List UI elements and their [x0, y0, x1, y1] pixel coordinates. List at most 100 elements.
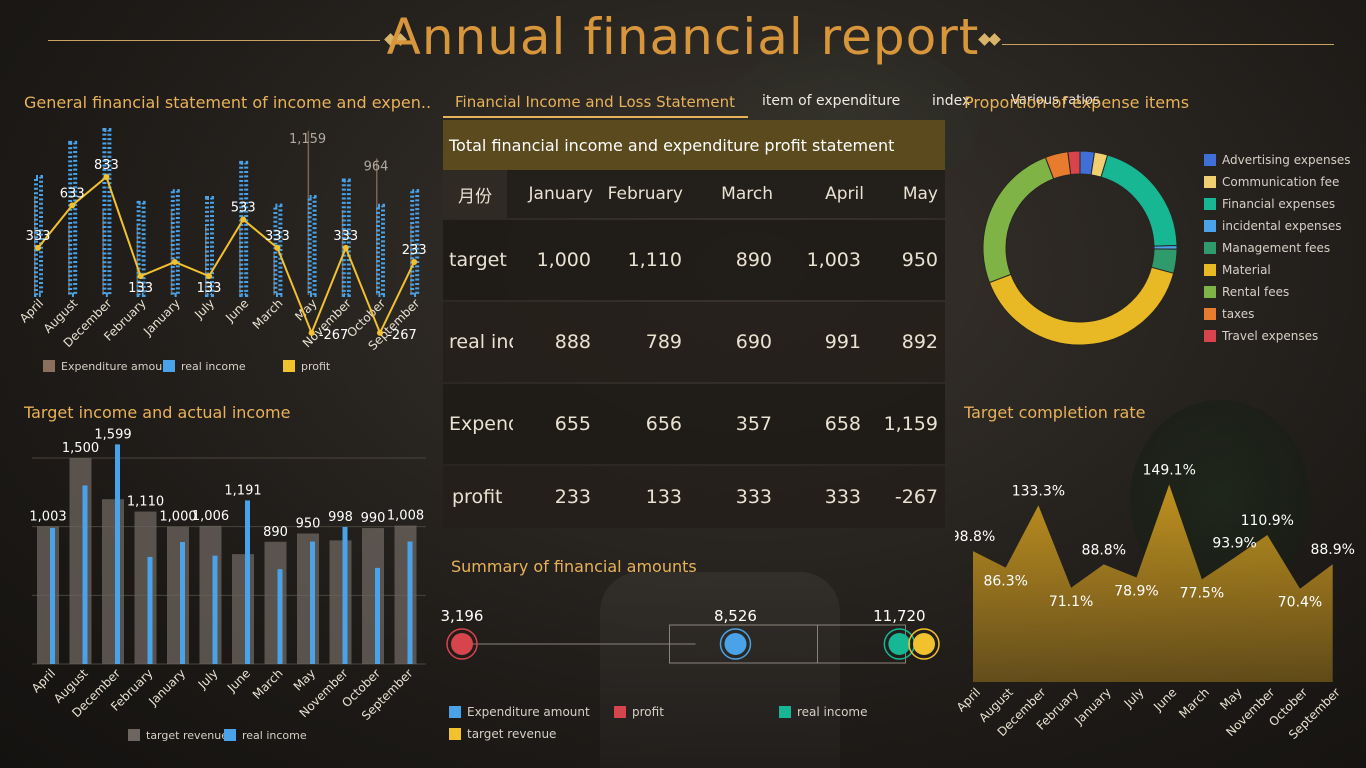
table-row-label: real income [449, 331, 513, 353]
legend-item[interactable]: incidental expenses [1204, 219, 1341, 233]
table-row-label: profit [452, 486, 503, 508]
profit-point [411, 258, 418, 265]
tab-various-ratios[interactable]: Various ratios [1011, 93, 1100, 108]
real-income-bar [82, 485, 88, 664]
data-label: 333 [26, 229, 51, 244]
legend-item[interactable]: Rental fees [1204, 285, 1289, 299]
tab-active-indicator [443, 116, 748, 118]
legend-item[interactable]: Travel expenses [1204, 329, 1318, 343]
profit-point [103, 173, 110, 180]
summary-legend-profit[interactable]: profit [614, 705, 664, 719]
table-cell: 658 [824, 413, 861, 435]
general-legend-expenditure[interactable]: Expenditure amount [43, 360, 174, 373]
legend-item[interactable]: Communication fee [1204, 175, 1339, 189]
background-cup [600, 572, 840, 768]
table-row-label: Expenditure amount [449, 413, 513, 435]
data-label: 98.8% [955, 529, 995, 545]
data-label: 950 [296, 517, 321, 532]
legend-swatch [1204, 286, 1216, 298]
data-label: 1,159 [289, 132, 326, 147]
legend-item[interactable]: Management fees [1204, 241, 1330, 255]
real-income-bar [147, 556, 153, 664]
marker-ring [719, 628, 752, 660]
target-revenue-bar [69, 458, 92, 664]
x-tick-label: March [1176, 685, 1212, 721]
legend-label: Advertising expenses [1222, 153, 1351, 167]
data-label: 1,000 [159, 510, 196, 525]
marker-dot [451, 633, 473, 655]
tab-index[interactable]: index [932, 93, 971, 109]
completion-area-chart: 98.8% 86.3% 133.3% 71.1% 88.8% 78.9% 149.1% 77.… [955, 462, 1355, 742]
target-revenue-bar [167, 526, 189, 664]
legend-swatch [1204, 198, 1216, 210]
table-cell: 789 [645, 331, 682, 353]
table-cell: 1,110 [627, 249, 682, 271]
target-chart: 1,003April1,500August1,599December1,110F… [29, 427, 426, 723]
target-revenue-bar [362, 528, 384, 664]
profit-line [37, 175, 416, 336]
range-box [668, 624, 906, 664]
table-cell: 690 [735, 331, 772, 353]
table-cell: 1,003 [806, 249, 861, 271]
expenditure-bar [341, 210, 344, 295]
data-label: 149.1% [1143, 462, 1196, 478]
general-legend-income[interactable]: real income [163, 360, 246, 373]
marker-dot [888, 633, 911, 655]
donut-slice [988, 266, 1175, 346]
summary-chart-title: Summary of financial amounts [451, 557, 697, 576]
title-line-right [1002, 44, 1334, 45]
target-revenue-bar [102, 499, 124, 664]
tab-expenditure[interactable]: item of expenditure [762, 93, 901, 109]
legend-item[interactable]: Advertising expenses [1204, 153, 1350, 167]
profit-point [171, 258, 178, 265]
page-title: Annual financial report [386, 8, 980, 66]
income-bar [410, 189, 420, 297]
target-revenue-bar [232, 554, 254, 664]
legend-item[interactable]: taxes [1204, 307, 1254, 321]
table-cell: 890 [735, 249, 772, 271]
table-row: Expenditure amount 655 656 357 658 1,159 [443, 384, 945, 464]
real-income-bar [115, 444, 120, 664]
summary-chart: 3,196 8,526 11,720 [441, 607, 940, 664]
summary-legend-target[interactable]: target revenue [449, 727, 556, 741]
data-label: 233 [402, 243, 427, 258]
title-line-left [48, 40, 380, 41]
table-cell: 357 [735, 413, 772, 435]
profit-point [35, 244, 41, 251]
data-label: 1,500 [62, 441, 99, 456]
data-label: 1,191 [224, 483, 261, 498]
table-row-label: target revenue [449, 249, 513, 271]
data-label: 70.4% [1278, 595, 1322, 611]
profit-point [274, 244, 281, 251]
legend-item[interactable]: Material [1204, 263, 1271, 277]
marker-ring [446, 628, 478, 660]
data-label: 93.9% [1212, 536, 1256, 552]
marker-dot [724, 633, 747, 655]
tab-income-loss[interactable]: Financial Income and Loss Statement [455, 93, 736, 111]
target-legend-income[interactable]: real income [224, 729, 307, 742]
legend-label: Management fees [1222, 241, 1331, 255]
table-title: Total financial income and expenditure p… [443, 120, 945, 170]
summary-legend-income[interactable]: real income [779, 705, 868, 719]
target-legend-revenue[interactable]: target revenue [128, 729, 228, 742]
legend-swatch [1204, 330, 1216, 342]
legend-item[interactable]: Financial expenses [1204, 197, 1335, 211]
table-row: profit 233 133 333 333 -267 [443, 466, 945, 528]
summary-legend-expenditure[interactable]: Expenditure amount [449, 705, 590, 719]
general-legend-profit[interactable]: profit [283, 360, 330, 373]
table-cell: 1,000 [536, 249, 591, 271]
completion-area [973, 484, 1333, 682]
profit-point [308, 329, 315, 336]
legend-label: Communication fee [1222, 175, 1340, 189]
legend-swatch [1204, 264, 1216, 276]
real-income-bar [50, 527, 55, 664]
proportion-donut-chart [982, 150, 1178, 346]
data-label: 533 [231, 200, 256, 215]
legend-label: Financial expenses [1222, 197, 1336, 211]
data-label: 1,003 [29, 509, 66, 524]
x-tick-label: May [1217, 685, 1244, 712]
marker-dot [913, 633, 935, 655]
profit-point [137, 273, 144, 280]
target-revenue-bar [264, 541, 287, 664]
